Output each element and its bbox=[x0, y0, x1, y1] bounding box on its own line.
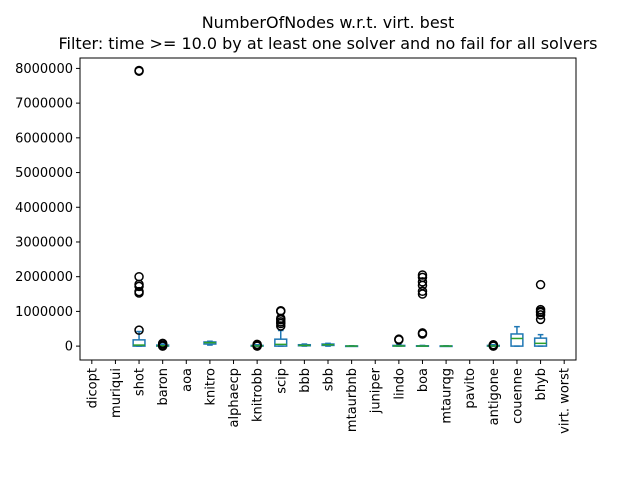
y-tick-label: 7000000 bbox=[15, 97, 73, 112]
x-tick-label: virt. worst bbox=[558, 368, 573, 434]
box-scip bbox=[274, 305, 288, 347]
axes: 0 1000000 2000000 3000000 4000000 5000000 6000… bbox=[15, 57, 577, 434]
x-tick-label: mtaurbnb bbox=[345, 368, 360, 432]
outlier-point bbox=[276, 305, 286, 316]
x-tick-label: mtaurqg bbox=[440, 368, 455, 424]
iqr-box bbox=[274, 338, 288, 347]
x-tick-label: couenne bbox=[510, 368, 525, 424]
outlier-point bbox=[134, 325, 144, 335]
box-lindo bbox=[392, 334, 406, 347]
iqr-box bbox=[510, 333, 524, 347]
outlier-point bbox=[417, 328, 428, 338]
box-boa bbox=[415, 270, 430, 348]
x-tick-label: baron bbox=[156, 368, 171, 405]
y-tick-label: 0 bbox=[65, 340, 73, 355]
iqr-box bbox=[132, 339, 146, 347]
outlier-point bbox=[535, 279, 546, 290]
box-mtaurbnb bbox=[344, 345, 359, 348]
box-bhyb bbox=[533, 279, 548, 347]
x-tick-label: boa bbox=[416, 368, 431, 392]
box-couenne bbox=[510, 325, 524, 347]
box-sbb bbox=[321, 342, 335, 347]
box-antigone bbox=[486, 339, 500, 351]
x-tick-label: juniper bbox=[369, 367, 384, 414]
x-tick-label: scip bbox=[274, 368, 289, 394]
outlier-point bbox=[417, 277, 428, 287]
y-tick-label: 1000000 bbox=[15, 305, 73, 320]
outlier-point bbox=[134, 65, 144, 76]
box-knitrobb bbox=[250, 339, 264, 351]
x-tick-label: knitro bbox=[203, 368, 218, 406]
outlier-point bbox=[417, 270, 428, 280]
x-tick-label: knitrobb bbox=[251, 368, 266, 422]
y-tick-label: 4000000 bbox=[15, 201, 73, 216]
box-baron bbox=[156, 338, 170, 351]
outlier-point bbox=[535, 304, 546, 315]
chart-title: NumberOfNodes w.r.t. virt. best bbox=[202, 13, 455, 32]
x-tick-label: lindo bbox=[392, 368, 407, 400]
x-tick-label: sbb bbox=[322, 368, 337, 391]
x-tick-label: bbb bbox=[298, 368, 313, 393]
box-mtaurqg bbox=[439, 345, 453, 348]
plot-area bbox=[132, 65, 548, 351]
box-knitro bbox=[203, 340, 217, 346]
chart-subtitle: Filter: time >= 10.0 by at least one sol… bbox=[58, 34, 597, 53]
axes-frame bbox=[79, 57, 577, 361]
x-tick-label: dicopt bbox=[85, 368, 100, 408]
outlier-point bbox=[134, 271, 144, 282]
x-tick-label: muriqui bbox=[109, 368, 124, 418]
box-shot bbox=[132, 65, 146, 347]
outlier-point bbox=[157, 338, 168, 349]
x-tick-label: pavito bbox=[463, 368, 478, 409]
y-tick-label: 5000000 bbox=[15, 166, 73, 181]
box-bbb bbox=[297, 343, 312, 347]
x-tick-label: antigone bbox=[487, 368, 502, 425]
x-tick-label: bhyb bbox=[534, 368, 549, 400]
x-tick-label: aoa bbox=[180, 368, 195, 392]
y-tick-label: 2000000 bbox=[15, 270, 73, 285]
x-tick-label: shot bbox=[133, 368, 148, 396]
outlier-point bbox=[252, 339, 262, 350]
x-tick-label: alphaecp bbox=[227, 368, 242, 427]
y-tick-label: 6000000 bbox=[15, 131, 73, 146]
iqr-box bbox=[533, 337, 548, 347]
outlier-point bbox=[417, 286, 428, 297]
outlier-point bbox=[488, 339, 499, 350]
y-tick-label: 3000000 bbox=[15, 235, 73, 250]
outlier-point bbox=[394, 334, 404, 344]
y-tick-label: 8000000 bbox=[15, 62, 73, 77]
